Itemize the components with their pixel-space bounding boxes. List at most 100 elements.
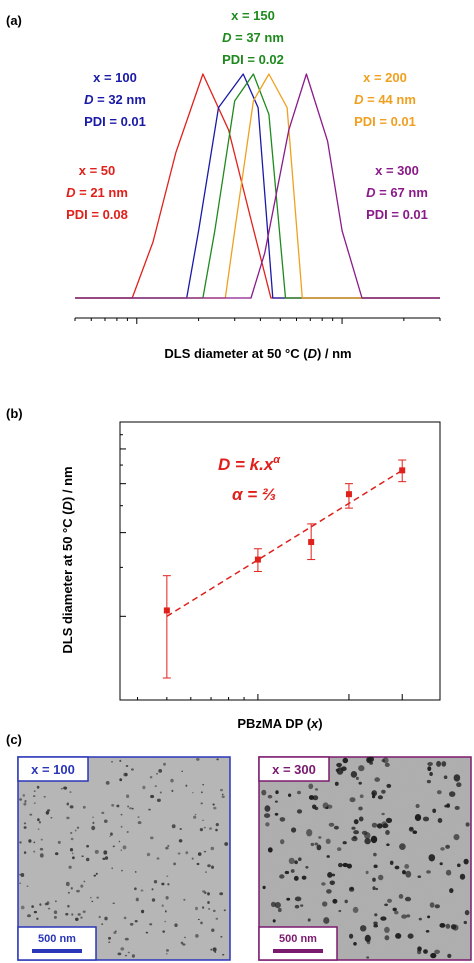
tem-particle — [456, 782, 462, 788]
tem-particle — [213, 909, 216, 913]
tem-particle — [312, 804, 317, 810]
tem-particle — [165, 896, 169, 900]
tem-right-scale-text: 500 nm — [279, 933, 317, 945]
tem-left-particles — [19, 758, 229, 958]
tem-particle — [412, 830, 418, 834]
tem-particle — [91, 825, 96, 831]
tem-particle — [40, 838, 43, 841]
tem-particle — [197, 918, 200, 921]
tem-particle — [111, 761, 113, 763]
tem-particle — [364, 934, 371, 943]
tem-particle — [294, 904, 300, 909]
tem-particle — [80, 916, 83, 919]
tem-particle — [126, 831, 129, 833]
tem-left-label: x = 100 — [31, 762, 75, 777]
tem-particle — [373, 852, 377, 857]
tem-particle — [425, 930, 430, 933]
tem-particle — [212, 803, 215, 806]
tem-particle — [129, 922, 134, 926]
tem-particle — [55, 900, 57, 903]
tem-particle — [280, 839, 285, 845]
tem-particle — [384, 903, 388, 907]
tem-particle — [415, 804, 420, 808]
tem-particle — [50, 817, 53, 819]
tem-particle — [200, 802, 203, 805]
tem-particle — [119, 759, 122, 763]
tem-particle — [439, 862, 443, 866]
tem-particle — [386, 783, 392, 788]
tem-particle — [71, 852, 74, 855]
tem-particle — [297, 790, 301, 795]
tem-particle — [215, 828, 218, 832]
panel-a-series-1-line — [75, 73, 440, 299]
tem-particle — [337, 847, 342, 851]
tem-particle — [123, 916, 127, 920]
tem-particle — [134, 871, 137, 873]
tem-particle — [197, 852, 202, 856]
tem-particle — [349, 933, 354, 939]
tem-particle — [402, 870, 406, 875]
tem-particle — [436, 760, 442, 767]
tem-particle — [286, 897, 291, 901]
tem-particle — [439, 923, 446, 928]
tem-particle — [207, 892, 210, 896]
tem-particle — [312, 795, 319, 801]
tem-particle — [387, 898, 392, 903]
tem-particle — [203, 826, 206, 829]
tem-particle — [102, 857, 106, 860]
panel-a-series-2-label-0: x = 150 — [231, 8, 275, 23]
tem-particle — [33, 790, 36, 792]
tem-particle — [39, 847, 44, 851]
tem-particle — [185, 851, 189, 855]
tem-particle — [445, 869, 452, 876]
tem-particle — [47, 809, 51, 812]
tem-particle — [355, 776, 359, 781]
panel-a-series-4-label-0: x = 300 — [375, 163, 419, 178]
tem-particle — [195, 906, 198, 911]
tem-particle — [405, 870, 412, 878]
tem-particle — [164, 910, 167, 913]
tem-particle — [380, 916, 387, 921]
tem-particle — [427, 915, 431, 919]
tem-particle — [109, 835, 111, 837]
tem-particle — [430, 952, 437, 959]
tem-particle — [395, 933, 402, 939]
tem-particle — [284, 870, 290, 875]
tem-particle — [318, 836, 322, 839]
panel-a-series-4-line — [75, 73, 440, 299]
panel-b-x-axis-title: PBzMA DP (x) — [237, 716, 322, 731]
tem-particle — [265, 822, 270, 827]
tem-particle — [111, 867, 113, 870]
tem-particle — [150, 836, 154, 840]
tem-particle — [125, 765, 129, 767]
tem-particle — [457, 863, 461, 868]
panel-a-x-axis-title: DLS diameter at 50 °C (D) / nm — [164, 346, 351, 361]
tem-particle — [205, 871, 207, 873]
tem-particle — [358, 781, 362, 785]
tem-particle — [69, 848, 74, 852]
tem-particle — [306, 829, 313, 837]
tem-particle — [171, 789, 174, 793]
tem-particle — [399, 843, 406, 850]
tem-particle — [161, 882, 165, 886]
tem-particle — [216, 758, 219, 761]
tem-particle — [329, 880, 335, 886]
tem-particle — [167, 883, 170, 886]
tem-particle — [134, 887, 137, 891]
tem-left-grain — [19, 758, 229, 959]
tem-particle — [441, 761, 447, 767]
panel-a-series-0-label-0: x = 50 — [79, 163, 116, 178]
tem-particle — [108, 936, 111, 940]
tem-particle — [358, 765, 365, 772]
tem-particle — [24, 800, 27, 803]
tem-particle — [384, 935, 390, 941]
tem-particle — [341, 766, 347, 771]
tem-particle — [37, 828, 40, 830]
tem-particle — [334, 781, 339, 786]
panel-b-y-axis-title: DLS diameter at 50 °C (D) / nm — [60, 466, 75, 653]
panel-a-series-0-label-1: D = 21 nm — [66, 185, 128, 200]
tem-particle — [449, 888, 454, 894]
tem-particle — [368, 756, 374, 762]
tem-particle — [183, 936, 187, 939]
tem-particle — [288, 793, 292, 797]
